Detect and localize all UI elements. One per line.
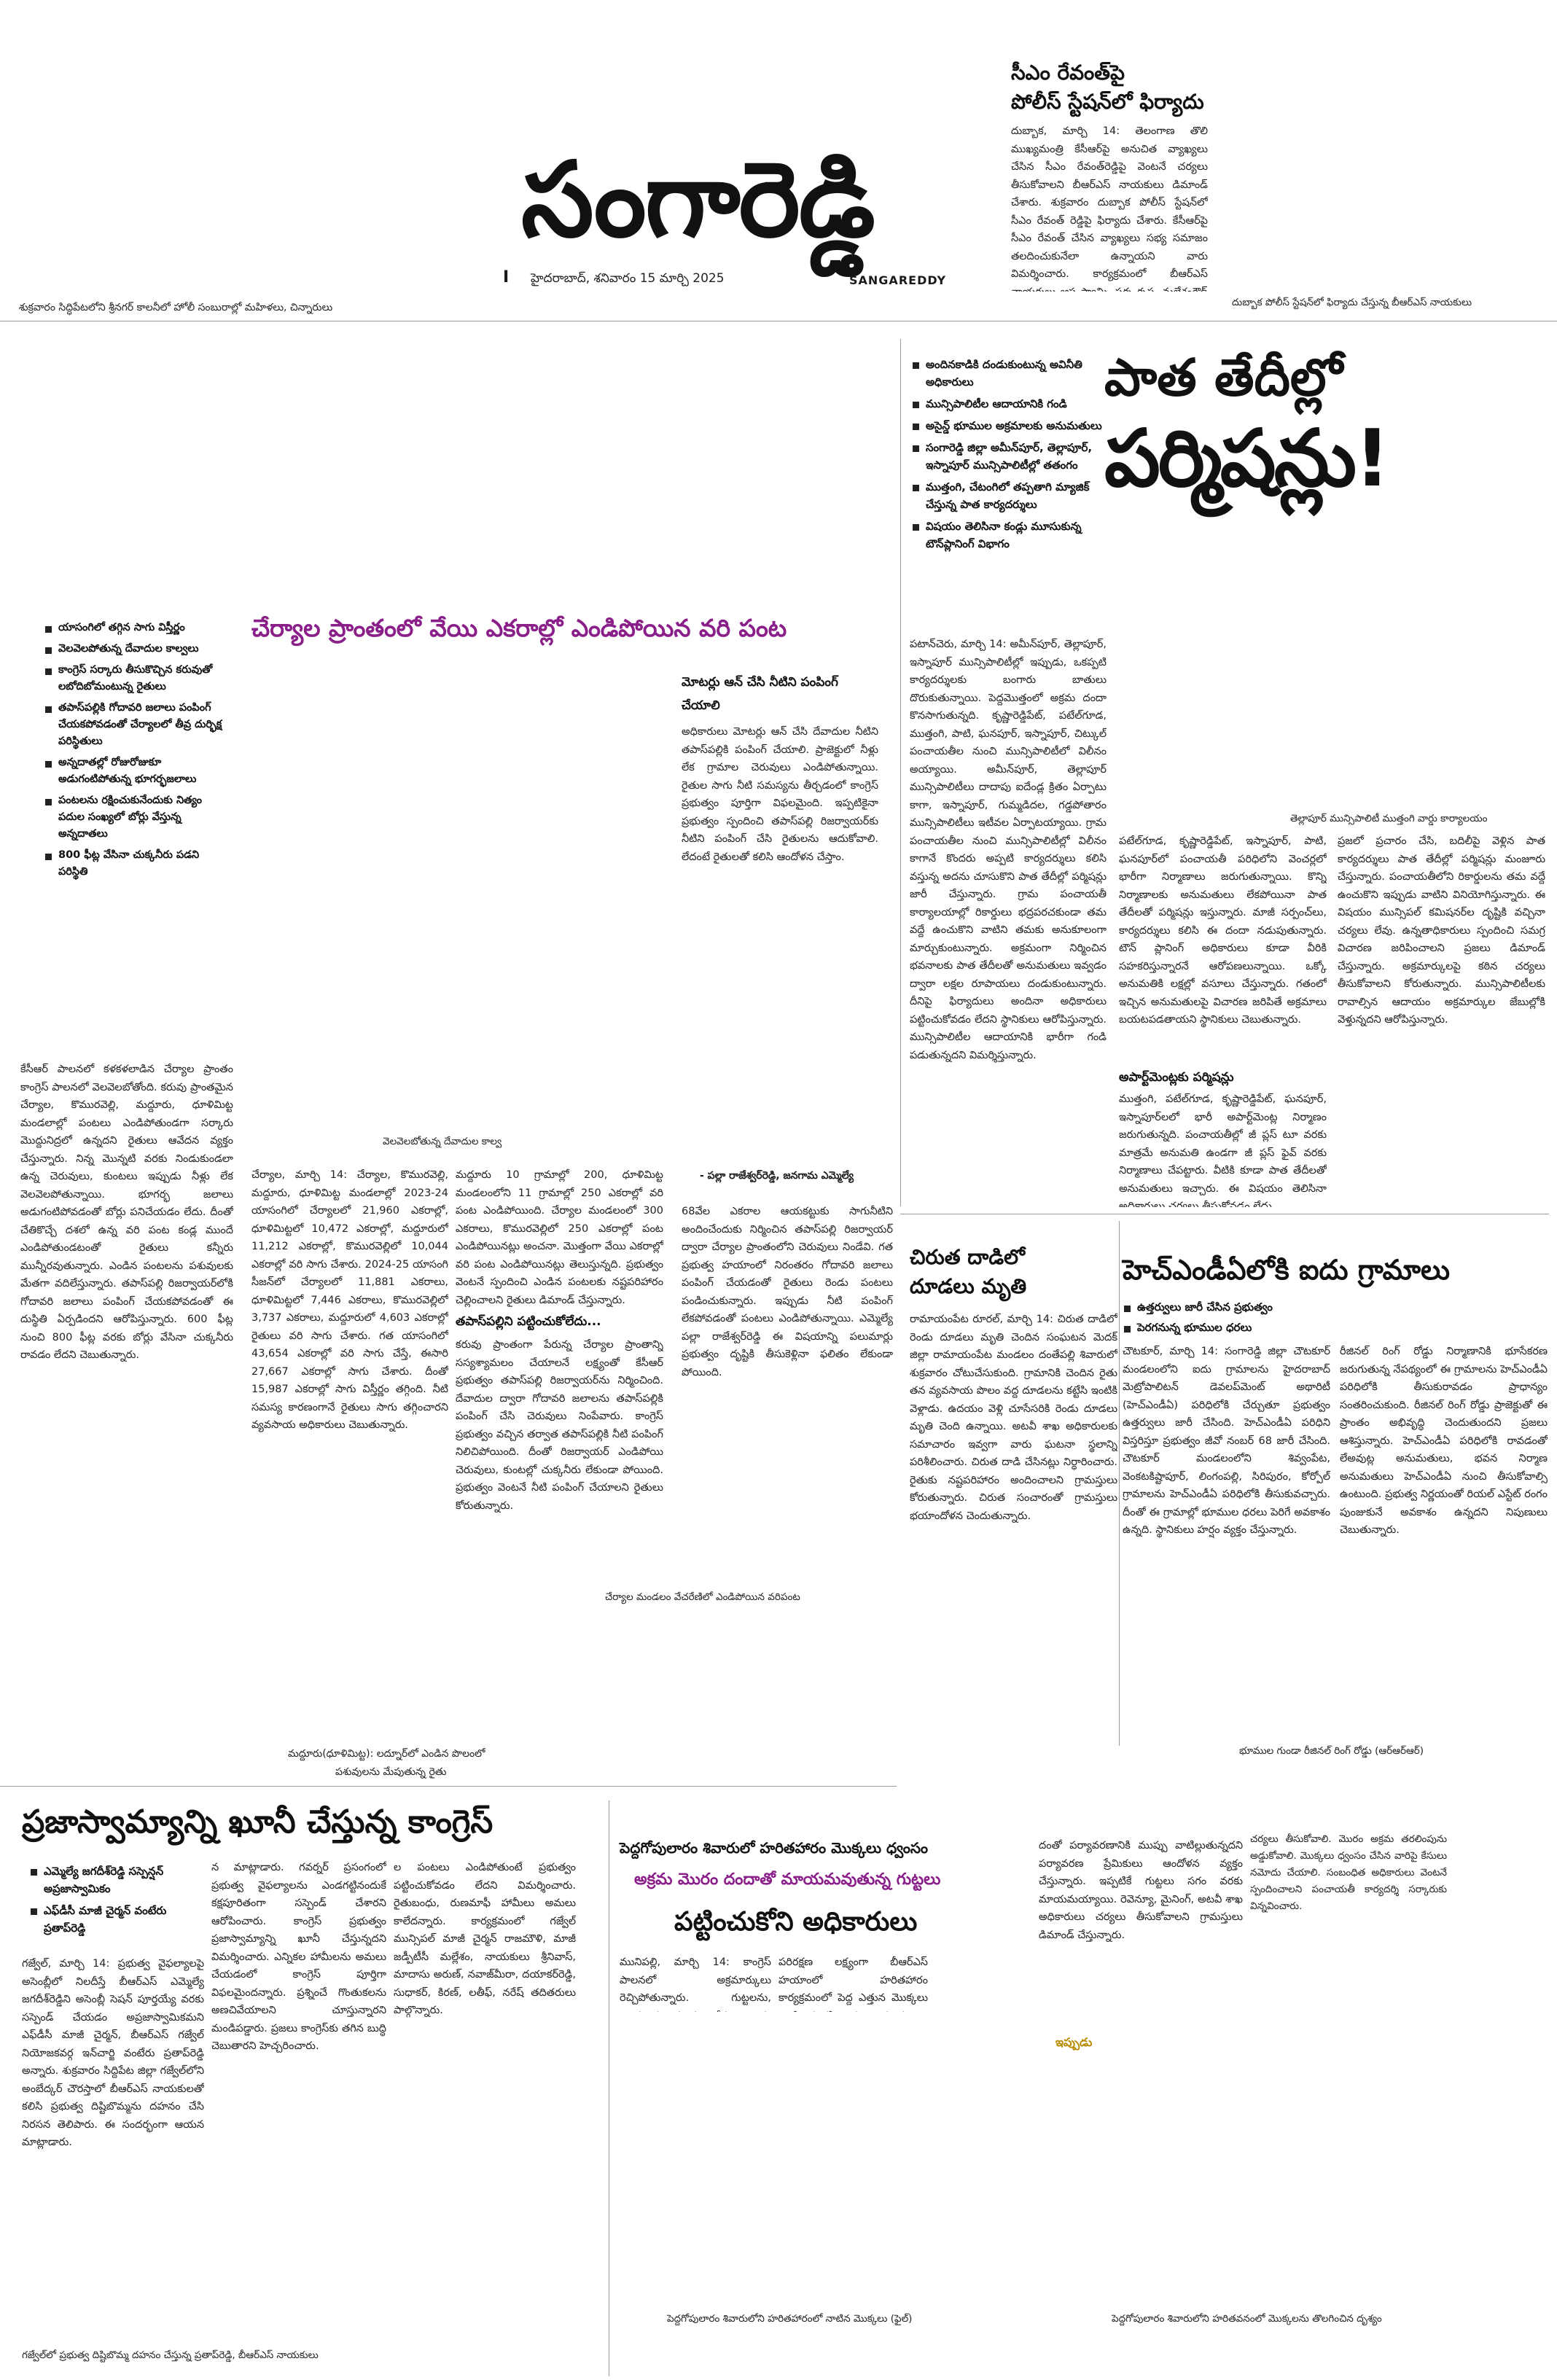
paddy-photo3-caption-line2: పశువులను మేపుతున్న రైతు bbox=[335, 1766, 447, 1778]
congress-photo-caption: గజ్వేల్‌లో ప్రభుత్వ దిష్టిబొమ్మ దహనం చేస… bbox=[22, 2349, 319, 2361]
forest-kicker: పెద్దగోపులారం శివారులో హరితహారం మొక్కలు … bbox=[620, 1839, 929, 1857]
cheetah-headline-line1: చిరుత దాడిలో bbox=[910, 1245, 1025, 1269]
congress-bullets: ఎమ్మెల్యే జగదీశ్‌రెడ్డి సస్పెన్షన్ అప్రజ… bbox=[29, 1862, 204, 1941]
paddy-col2: చేర్యాల, మార్చి 14: చేర్యాల, కొమురవెల్లి… bbox=[251, 1169, 448, 1431]
forest-col4: చర్యలు తీసుకోవాలి. మొరం అక్రమ తరలింపును … bbox=[1250, 1833, 1447, 1912]
paddy-col4: అధికారులు మోటర్లు ఆన్ చేసి దేవాదుల నీటిన… bbox=[682, 726, 878, 863]
paddy-photo-2 bbox=[682, 1199, 893, 1367]
cheetah-body: రామాయంపేట రూరల్, మార్చి 14: చిరుత దాడిలో… bbox=[910, 1314, 1117, 1522]
permissions-col1: పటాన్‌చెరు, మార్చి 14: అమీన్‌పూర్, తెల్ల… bbox=[910, 639, 1107, 1061]
paddy-col4-sign: - పల్లా రాజేశ్వర్‌రెడ్డి, జనగామ ఎమ్మెల్య… bbox=[700, 1170, 854, 1182]
paddy-col3b: కరువు ప్రాంతంగా పేరున్న చేర్యాల ప్రాంతాన… bbox=[456, 1339, 663, 1512]
congress-headline: ప్రజాస్వామ్యాన్ని ఖూనీ చేస్తున్న కాంగ్రె… bbox=[22, 1803, 493, 1841]
congress-col3: ల పంటలు ఎండిపోతుంటే ప్రభుత్వం పట్టించుకో… bbox=[394, 1862, 576, 2016]
paddy-bullets: యాసంగిలో తగ్గిన సాగు విస్తీర్ణం వెలవెలపో… bbox=[44, 620, 230, 885]
holi-photo bbox=[0, 11, 459, 299]
permissions-photo bbox=[1119, 627, 1549, 809]
permissions-headline-line1: పాత తేదీల్లో bbox=[1104, 348, 1343, 407]
paddy-col3: మద్దూరు 10 గ్రామాల్లో 200, ధూళిమిట్ట మండ… bbox=[456, 1169, 663, 1306]
paddy-bullet: తపాస్‌పల్లికి గోదావరి జలాలు పంపింగ్ చేయక… bbox=[44, 700, 230, 750]
permissions-col2b: ముత్తంగి, పటేల్‌గూడ, కృష్ణారెడ్డిపేట్, ఘ… bbox=[1119, 1093, 1327, 1207]
police-photo bbox=[1217, 11, 1545, 292]
permissions-col3: ప్రజలో ప్రచారం చేసి, బదిలీపై వెళ్లిన పాత… bbox=[1338, 835, 1545, 1026]
forest-photo-2 bbox=[1093, 2063, 1545, 2311]
forest-col3-sign: ఇప్పుడు bbox=[1055, 2035, 1093, 2049]
paddy-photo1-caption: వెలవెలబోతున్న దేవాదుల కాల్వ bbox=[383, 1136, 502, 1147]
paddy-col1: కేసీఆర్ పాలనలో కళకళలాడిన చేర్యాల ప్రాంతం… bbox=[20, 1064, 233, 1361]
forest-headline: పట్టించుకోని అధికారులు bbox=[674, 1907, 918, 1937]
permissions-photo-caption: తెల్లాపూర్ మున్సిపాలిటీ ముత్తంగి వార్డు … bbox=[1290, 813, 1488, 824]
hmda-col1: చౌటకూర్, మార్చి 14: సంగారెడ్డి జిల్లా చౌ… bbox=[1123, 1346, 1330, 1536]
top-caption: శుక్రవారం సిద్ధిపేటలోని శ్రీనగర్ కాలనీలో… bbox=[19, 302, 333, 313]
permissions-col2: పటేల్‌గూడ, కృష్ణారెడ్డిపేట్, ఇస్నాపూర్, … bbox=[1119, 835, 1327, 1026]
permissions-bullets: అందినకాడికి దండుకుంటున్న అవినీతి అధికారు… bbox=[911, 356, 1108, 557]
hmda-col2: రీజినల్ రింగ్ రోడ్డు నిర్మాణానికి భూసేకర… bbox=[1340, 1346, 1548, 1536]
forest-sub-headline: అక్రమ మొరం దందాతో మాయమవుతున్న గుట్టలు bbox=[634, 1870, 941, 1889]
paddy-bullet: యాసంగిలో తగ్గిన సాగు విస్తీర్ణం bbox=[44, 620, 230, 636]
congress-bullet: ఎఫ్‌డీసీ మాజీ చైర్మన్ వంటేరు ప్రతాప్‌రెడ… bbox=[29, 1902, 204, 1937]
paddy-bullet: అన్నదాతల్లో రోజురోజుకూ అడుగంటిపోతున్న భూ… bbox=[44, 754, 230, 788]
paddy-photo-3 bbox=[251, 1611, 893, 1742]
permissions-bullet: సంగారెడ్డి జిల్లా అమీన్‌పూర్, తెల్లాపూర్… bbox=[911, 439, 1108, 474]
paddy-col4-heading: మోటర్లు ఆన్ చేసి నీటిని పంపింగ్ చేయాలి bbox=[682, 675, 838, 713]
congress-col2: న మాట్లాడారు. గవర్నర్ ప్రసంగంలో ప్రభుత్వ… bbox=[211, 1862, 386, 2052]
paddy-photo-1 bbox=[251, 656, 674, 1123]
forest-photo-1 bbox=[620, 2070, 1086, 2311]
congress-col1: గజ్వేల్, మార్చి 14: ప్రభుత్వ వైఫల్యాలపై … bbox=[22, 1958, 204, 2148]
permissions-headline-line2: పర్మిషన్లు! bbox=[1104, 413, 1390, 504]
masthead-title: సంగారెడ్డి bbox=[521, 140, 875, 260]
hmda-bullet: పెరగనున్న భూముల ధరలు bbox=[1123, 1319, 1414, 1335]
forest-col3: దంతో పర్యావరణానికి ముప్పు వాటిల్లుతున్నద… bbox=[1039, 1840, 1243, 1941]
permissions-bullet: ముత్తంగి, చేటంగిలో తప్పతాగి మ్యాజిక్ చేస… bbox=[911, 478, 1108, 513]
hmda-bullets: ఉత్తర్వులు జారీ చేసిన ప్రభుత్వం పెరగనున్… bbox=[1123, 1299, 1414, 1340]
congress-photo bbox=[22, 2216, 576, 2344]
forest-col2: పరిరక్షణ లక్ష్యంగా బీఆర్‌ఎస్ హయాంలో హరిత… bbox=[778, 1956, 928, 2012]
masthead-subtitle: SANGAREDDY bbox=[849, 273, 947, 287]
paddy-headline: చేర్యాల ప్రాంతంలో వేయి ఎకరాల్లో ఎండిపోయి… bbox=[251, 614, 787, 642]
police-heading-line2: పోలీస్ స్టేషన్‌లో ఫిర్యాదు bbox=[1011, 90, 1204, 114]
masthead-dateline: హైదరాబాద్, శనివారం 15 మార్చి 2025 bbox=[531, 271, 725, 286]
permissions-bullet: అందినకాడికి దండుకుంటున్న అవినీతి అధికారు… bbox=[911, 356, 1108, 391]
permissions-bullet: విషయం తెలిసినా కండ్లు మూసుకున్న టౌన్‌ప్ల… bbox=[911, 518, 1108, 553]
hmda-bullet: ఉత్తర్వులు జారీ చేసిన ప్రభుత్వం bbox=[1123, 1299, 1414, 1315]
masthead-issue-mark: I bbox=[503, 268, 510, 286]
hmda-headline: హెచ్ఎండీఏలోకి ఐదు గ్రామాలు bbox=[1123, 1254, 1451, 1286]
paddy-subheading: తపాస్‌పల్లిని పట్టించుకోలేదు... bbox=[456, 1314, 601, 1329]
permissions-bullet: మున్సిపాలిటీల ఆదాయానికి గండి bbox=[911, 395, 1108, 413]
paddy-bullet: వెలవెలపోతున్న దేవాదుల కాల్వలు bbox=[44, 641, 230, 658]
paddy-photo2-caption: చేర్యాల మండలం వేచరేణిలో ఎండిపోయిన వరిపంట bbox=[605, 1591, 800, 1603]
paddy-photo3-caption-line1: మద్దూరు(ధూళిమిట్ట): లద్నూర్‌లో ఎండిన పొల… bbox=[288, 1748, 485, 1760]
congress-bullet: ఎమ్మెల్యే జగదీశ్‌రెడ్డి సస్పెన్షన్ అప్రజ… bbox=[29, 1862, 204, 1897]
forest-photo1-caption: పెద్దగోపులారం శివారులోని హరితహారంలో నాటి… bbox=[667, 2313, 913, 2325]
permissions-subheading: అపార్ట్‌మెంట్లకు పర్మిషన్లు bbox=[1119, 1070, 1234, 1085]
cheetah-headline-line2: దూడలు మృతి bbox=[910, 1274, 1027, 1298]
paddy-col4b: 68వేల ఎకరాల ఆయకట్టుకు సాగునీటిని అందించే… bbox=[682, 1206, 893, 1378]
paddy-bullet: కాంగ్రెస్ సర్కారు తీసుకొచ్చిన కరువుతో లబ… bbox=[44, 662, 230, 695]
hmda-col1-sign: భూముల గుండా రీజినల్ రింగ్ రోడ్డు (ఆర్‌ఆర… bbox=[1239, 1745, 1424, 1757]
forest-photo2-caption: పెద్దగోపులారం శివారులోని హరితవనంలో మొక్క… bbox=[1112, 2313, 1382, 2325]
paddy-bullet: పంటలను రక్షించుకునేందుకు నిత్యం పదుల సంఖ… bbox=[44, 792, 230, 843]
permissions-bullet: అసైన్డ్ భూముల అక్రమాలకు అనుమతులు bbox=[911, 417, 1108, 434]
forest-col1: మునిపల్లి, మార్చి 14: కాంగ్రెస్ పాలనలో అ… bbox=[620, 1956, 771, 2012]
police-body: దుబ్బాక, మార్చి 14: తెలంగాణ తొలి ముఖ్యమం… bbox=[1011, 125, 1208, 292]
police-caption: దుబ్బాక పోలీస్ స్టేషన్‌లో ఫిర్యాదు చేస్త… bbox=[1232, 297, 1472, 308]
police-heading-line1: సీఎం రేవంత్‌పై bbox=[1011, 61, 1125, 85]
paddy-bullet: 800 ఫీట్ల వేసినా చుక్కనీరు పడని పరిస్థిత… bbox=[44, 847, 230, 881]
